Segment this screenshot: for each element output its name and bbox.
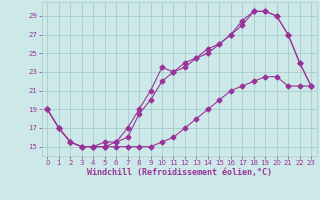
X-axis label: Windchill (Refroidissement éolien,°C): Windchill (Refroidissement éolien,°C) <box>87 168 272 177</box>
